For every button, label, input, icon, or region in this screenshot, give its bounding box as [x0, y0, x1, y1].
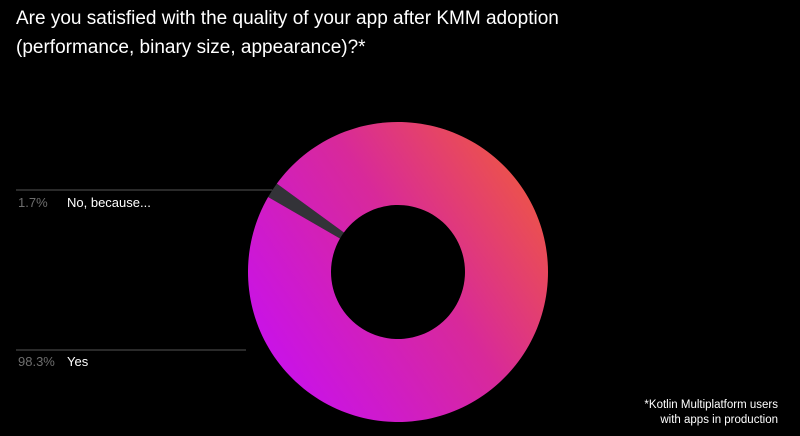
labels-group: 1.7% No, because... 98.3% Yes — [18, 195, 151, 369]
chart-title: Are you satisfied with the quality of yo… — [16, 8, 559, 58]
percent-label-yes: 98.3% — [18, 354, 55, 369]
percent-label-no: 1.7% — [18, 195, 48, 210]
footnote-line-2: with apps in production — [660, 414, 778, 426]
slices-group — [248, 121, 549, 422]
category-label-no: No, because... — [67, 195, 151, 210]
leaders-group — [16, 189, 273, 351]
slice-no — [268, 183, 344, 239]
footnote-line-1: *Kotlin Multiplatform users — [644, 399, 778, 411]
slice-yes — [248, 121, 549, 422]
category-label-yes: Yes — [67, 354, 89, 369]
footnote: *Kotlin Multiplatform users with apps in… — [578, 398, 778, 428]
